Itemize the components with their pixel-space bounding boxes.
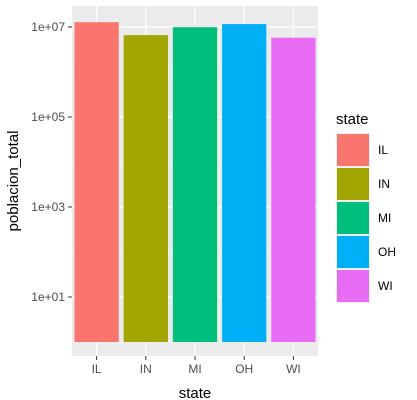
legend-title: state xyxy=(336,111,369,128)
x-axis-title: state xyxy=(179,385,212,400)
legend-key-in xyxy=(337,168,369,200)
y-tick-label: 1e+05 xyxy=(31,110,65,124)
legend-label: MI xyxy=(378,211,391,225)
x-tick-label: MI xyxy=(188,362,201,376)
bar-wi xyxy=(271,37,316,342)
bar-oh xyxy=(222,24,267,342)
x-tick-label: OH xyxy=(235,362,253,376)
bar-il xyxy=(74,22,119,343)
bar-in xyxy=(123,35,168,343)
x-axis-ticks: IL IN MI OH WI xyxy=(92,356,301,376)
x-tick-label: WI xyxy=(286,362,301,376)
y-axis-title: poblacion_total xyxy=(5,131,22,232)
legend-label: IL xyxy=(378,143,388,157)
bars xyxy=(74,22,316,343)
legend-key-oh xyxy=(337,236,369,268)
legend-label: IN xyxy=(378,177,390,191)
legend: state IL IN MI OH WI xyxy=(336,111,396,303)
x-tick-label: IN xyxy=(140,362,152,376)
legend-label: WI xyxy=(378,279,393,293)
y-tick-label: 1e+07 xyxy=(31,20,65,34)
y-axis-ticks: 1e+01 1e+03 1e+05 1e+07 xyxy=(31,20,72,304)
y-tick-label: 1e+01 xyxy=(31,290,65,304)
legend-key-wi xyxy=(337,270,369,302)
legend-label: OH xyxy=(378,245,396,259)
bar-mi xyxy=(172,27,218,343)
x-tick-label: IL xyxy=(92,362,102,376)
legend-key-il xyxy=(337,134,369,166)
y-tick-label: 1e+03 xyxy=(31,200,65,214)
legend-key-mi xyxy=(337,202,369,234)
